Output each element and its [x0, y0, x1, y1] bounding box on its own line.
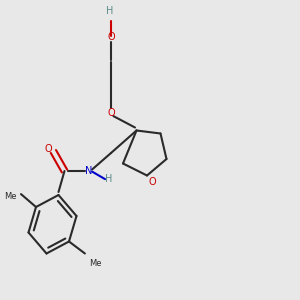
Text: O: O — [107, 107, 115, 118]
Text: Me: Me — [89, 259, 102, 268]
Text: N: N — [85, 166, 92, 176]
Text: Me: Me — [4, 192, 16, 201]
Text: O: O — [107, 32, 115, 42]
Text: O: O — [44, 143, 52, 154]
Text: H: H — [105, 174, 112, 184]
Text: H: H — [106, 7, 113, 16]
Text: O: O — [148, 177, 156, 187]
